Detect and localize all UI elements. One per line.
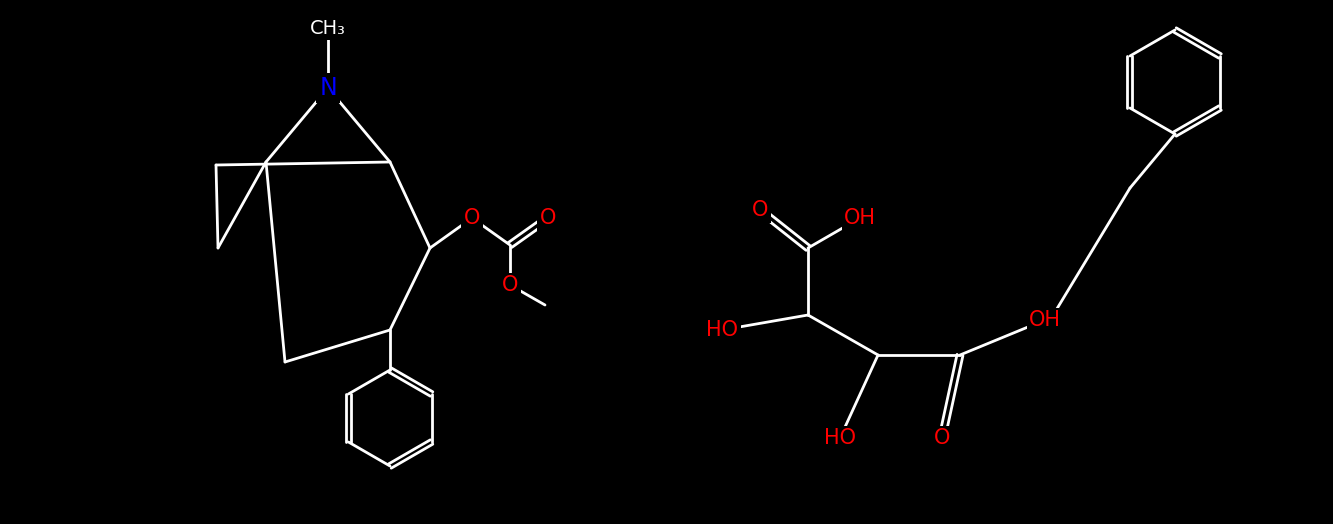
Text: O: O (540, 208, 556, 228)
Text: HO: HO (706, 320, 738, 340)
Text: N: N (319, 76, 337, 100)
Text: CH₃: CH₃ (311, 18, 347, 38)
Text: O: O (501, 275, 519, 295)
Text: O: O (752, 200, 768, 220)
Text: OH: OH (844, 208, 876, 228)
Text: O: O (934, 428, 950, 448)
Text: O: O (464, 208, 480, 228)
Text: HO: HO (824, 428, 856, 448)
Text: OH: OH (1029, 310, 1061, 330)
